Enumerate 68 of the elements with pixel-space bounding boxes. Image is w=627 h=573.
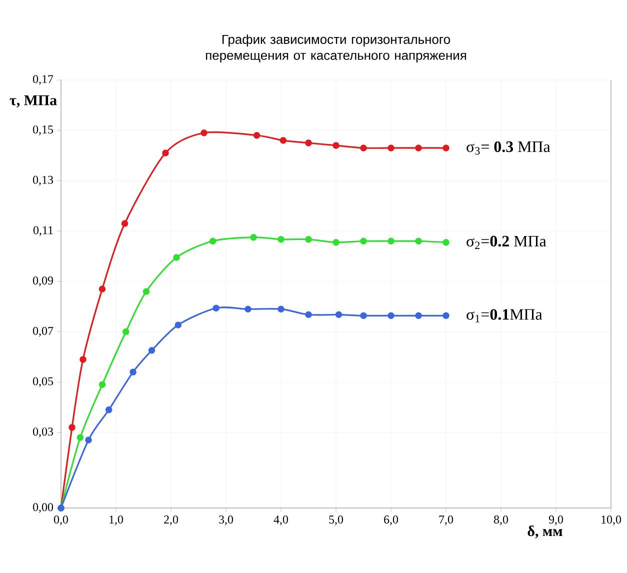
point	[244, 306, 252, 312]
x-tick-label: 5,0	[329, 516, 344, 526]
series-label: σ$_{3}$= 0.3 МПа	[466, 141, 550, 155]
point	[332, 142, 340, 149]
y-tick-label: 0,00	[33, 503, 54, 513]
point	[360, 312, 367, 320]
point	[442, 238, 450, 246]
x-tick-label: 10,0	[602, 516, 622, 526]
point	[305, 311, 312, 318]
y-tick-label: 0,07	[33, 326, 54, 337]
point	[280, 137, 287, 144]
point	[105, 406, 112, 414]
point	[142, 288, 150, 295]
point	[250, 234, 257, 241]
point	[121, 220, 128, 227]
x-tick-label: 7,0	[439, 516, 454, 526]
point	[442, 144, 450, 152]
point	[278, 306, 284, 312]
point	[200, 129, 208, 136]
y-axis-title: τ, МПа	[10, 95, 57, 108]
x-tick-label: 1,0	[110, 516, 124, 526]
point	[388, 312, 394, 320]
point	[76, 434, 84, 441]
point	[80, 356, 86, 363]
point	[212, 304, 220, 312]
point	[278, 236, 284, 243]
x-tick-label: 6,0	[384, 516, 398, 526]
point	[360, 238, 367, 245]
point	[253, 132, 260, 139]
point	[68, 424, 76, 431]
point	[98, 381, 106, 388]
point	[162, 150, 169, 156]
x-tick-label: 0,0	[54, 516, 68, 526]
y-tick-label: 0,03	[33, 428, 54, 438]
x-axis-title: δ, мм	[528, 526, 562, 538]
point	[85, 436, 92, 444]
point	[130, 368, 136, 376]
y-tick-label: 0,15	[33, 125, 54, 136]
x-tick-label: 2,0	[164, 516, 178, 526]
point	[148, 347, 156, 354]
x-tick-label: 8,0	[494, 516, 508, 526]
point	[98, 286, 106, 292]
point	[122, 328, 130, 336]
x-tick-label: 4,0	[274, 516, 288, 526]
point	[174, 322, 182, 328]
chart-title: График зависимости горизонтального перемещения от касательного напряжения	[206, 34, 466, 62]
point	[415, 144, 422, 152]
y-tick-label: 0,13	[33, 176, 54, 186]
point	[335, 311, 342, 318]
point	[173, 254, 180, 261]
point	[360, 144, 367, 152]
point	[305, 140, 312, 146]
point	[415, 238, 422, 245]
point	[388, 144, 394, 152]
point	[442, 312, 450, 320]
x-tick-label: 3,0	[219, 516, 234, 526]
y-tick-label: 0,17	[33, 75, 54, 85]
point	[415, 312, 422, 320]
series-label: σ$_{1}$=0.1МПа	[466, 309, 542, 322]
y-tick-label: 0,11	[33, 226, 53, 236]
y-tick-label: 0,05	[33, 377, 54, 388]
point	[332, 238, 340, 246]
series-label: σ$_{2}$=0.2 МПа	[466, 236, 546, 249]
point	[388, 238, 394, 245]
point	[209, 238, 216, 245]
y-tick-label: 0,09	[33, 276, 53, 286]
x-tick-label: 9,0	[548, 516, 564, 526]
point	[305, 236, 312, 243]
